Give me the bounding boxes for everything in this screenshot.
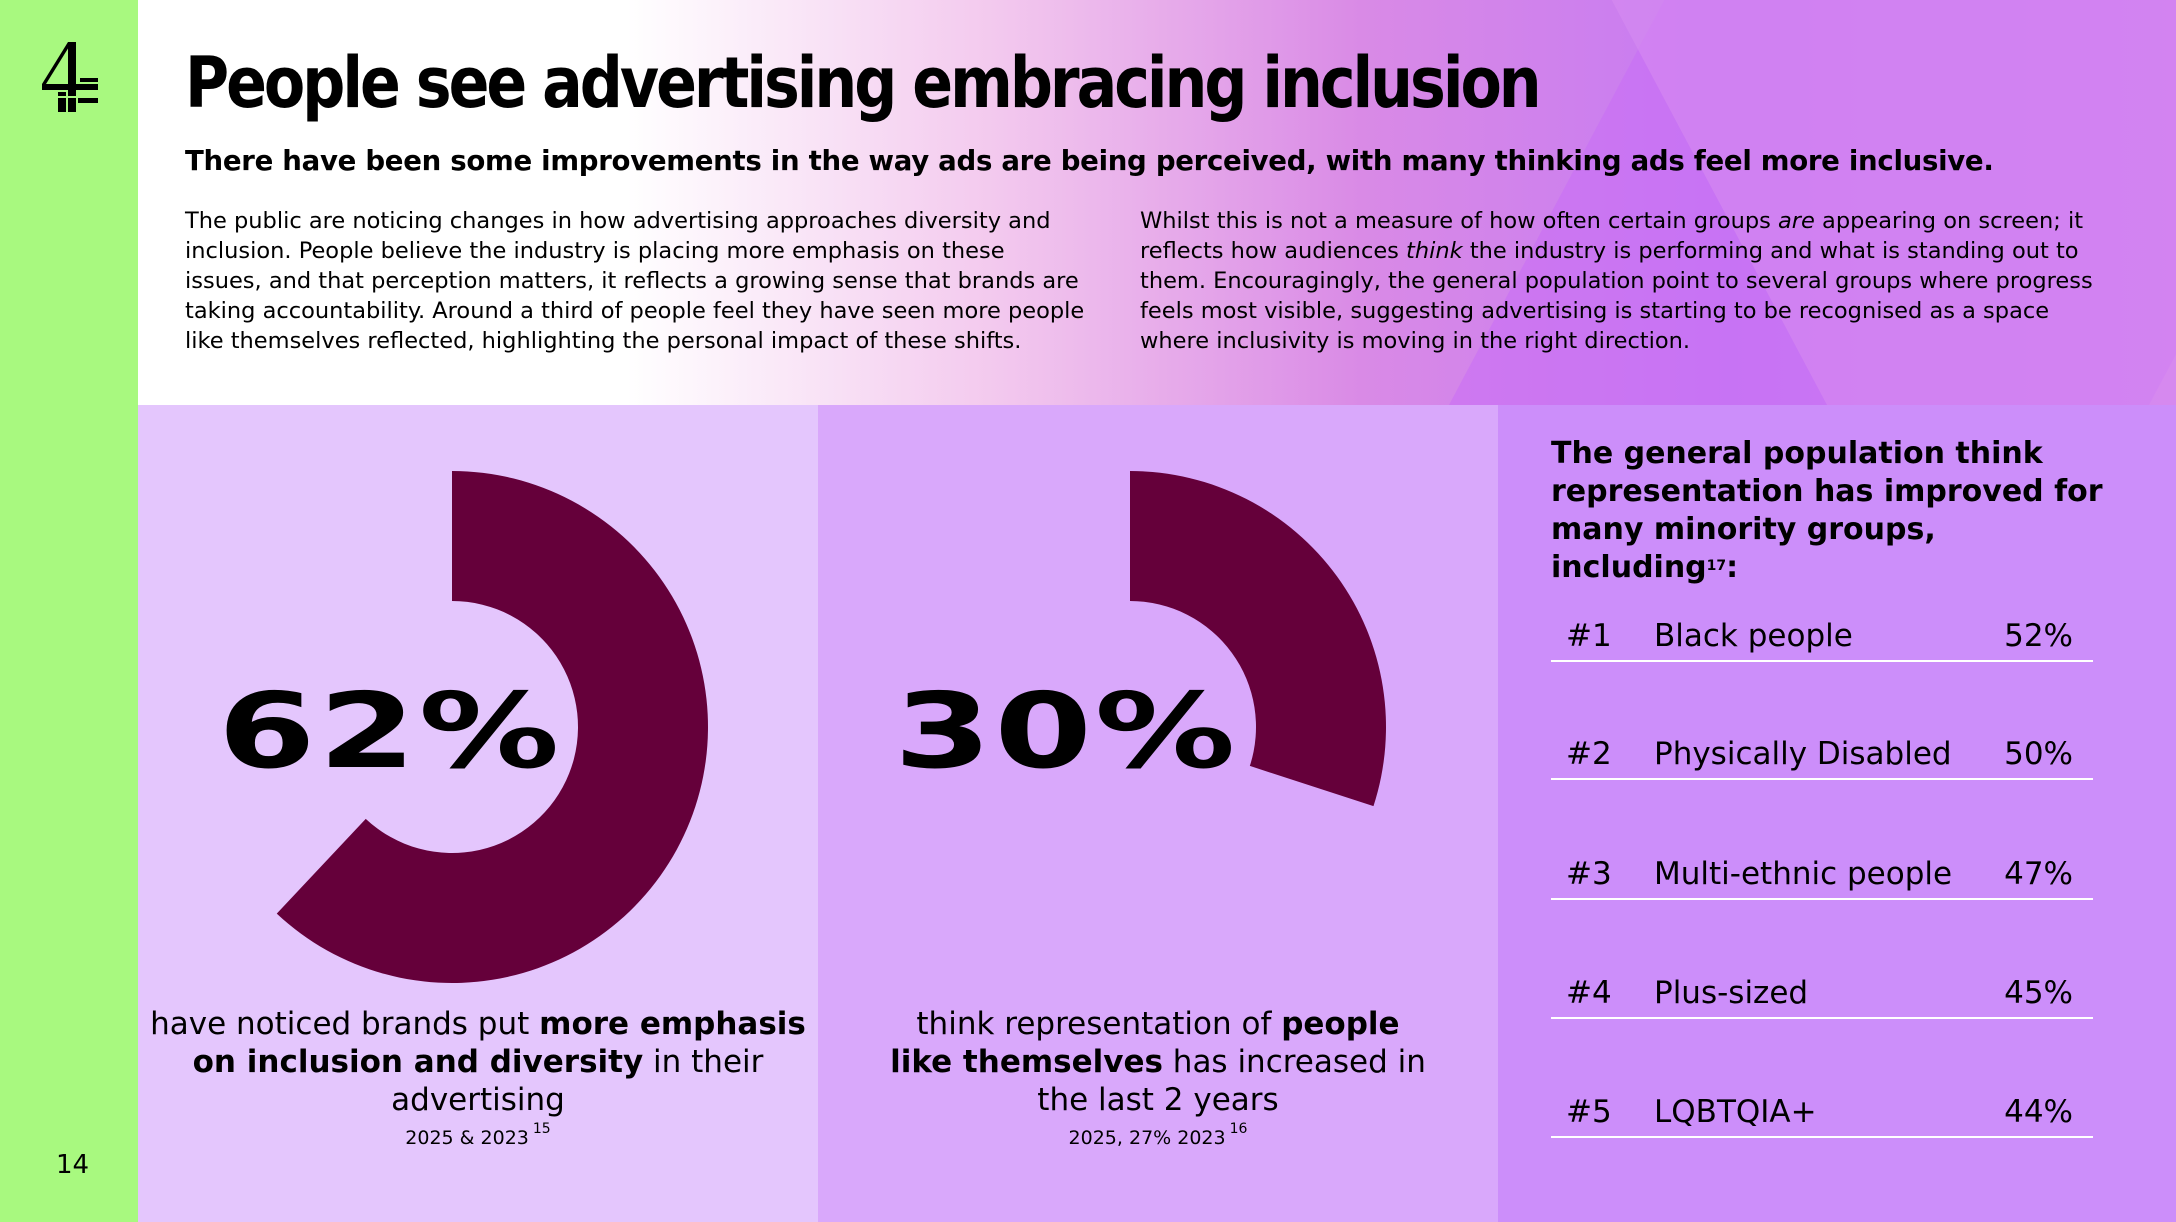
rank-value: 50%	[2004, 736, 2073, 772]
rank-value: 47%	[2004, 856, 2073, 892]
stat-value-30: 30%	[893, 670, 1239, 792]
rank-number: #2	[1566, 736, 1612, 772]
sidebar: 14	[0, 0, 138, 1222]
intro-paragraph-left: The public are noticing changes in how a…	[185, 208, 1085, 354]
ranking-title: The general population think representat…	[1551, 436, 2103, 585]
stat-panel-representation: 30% think representation of people like …	[818, 405, 1498, 1222]
ranking-row: #5 LQBTQIA+ 44%	[1551, 1088, 2093, 1138]
header-banner	[138, 0, 2176, 405]
rank-number: #3	[1566, 856, 1612, 892]
rank-value: 44%	[2004, 1094, 2073, 1130]
stat-panel-inclusion: 62% have noticed brands put more emphasi…	[138, 405, 818, 1222]
stat-caption-representation: think representation of people like them…	[890, 1006, 1426, 1118]
donut-arc-30	[1130, 471, 1386, 807]
ranking-row: #3 Multi-ethnic people 47%	[1551, 850, 2093, 900]
rank-number: #4	[1566, 975, 1612, 1011]
channel-4-logo-icon	[42, 42, 98, 112]
rank-value: 45%	[2004, 975, 2073, 1011]
donut-chart-30	[1130, 471, 1386, 807]
rank-label: Plus-sized	[1654, 975, 1809, 1011]
stat-source-representation: 2025, 27% 2023 16	[1068, 1121, 1248, 1149]
ranking-row: #2 Physically Disabled 50%	[1551, 730, 2093, 780]
intro-paragraph-right: Whilst this is not a measure of how ofte…	[1140, 208, 2093, 354]
rank-number: #5	[1566, 1094, 1612, 1130]
ranking-row: #4 Plus-sized 45%	[1551, 969, 2093, 1019]
stat-caption-inclusion: have noticed brands put more emphasis on…	[150, 1006, 806, 1118]
stat-source-inclusion: 2025 & 2023 15	[405, 1121, 551, 1149]
page-number: 14	[56, 1150, 90, 1180]
stat-value-62: 62%	[217, 670, 563, 792]
rank-label: Black people	[1654, 618, 1853, 654]
donut-chart-62	[276, 471, 708, 983]
rank-label: Multi-ethnic people	[1654, 856, 1953, 892]
rank-label: LQBTQIA+	[1654, 1094, 1817, 1130]
ranking-row: #1 Black people 52%	[1551, 612, 2093, 662]
ranking-panel: The general population think representat…	[1498, 405, 2176, 1222]
rank-value: 52%	[2004, 618, 2073, 654]
rank-label: Physically Disabled	[1654, 736, 1952, 772]
page-title: People see advertising embracing inclusi…	[185, 42, 1542, 124]
page-subtitle: There have been some improvements in the…	[185, 144, 1994, 177]
donut-arc-62	[276, 471, 708, 983]
rank-number: #1	[1566, 618, 1612, 654]
